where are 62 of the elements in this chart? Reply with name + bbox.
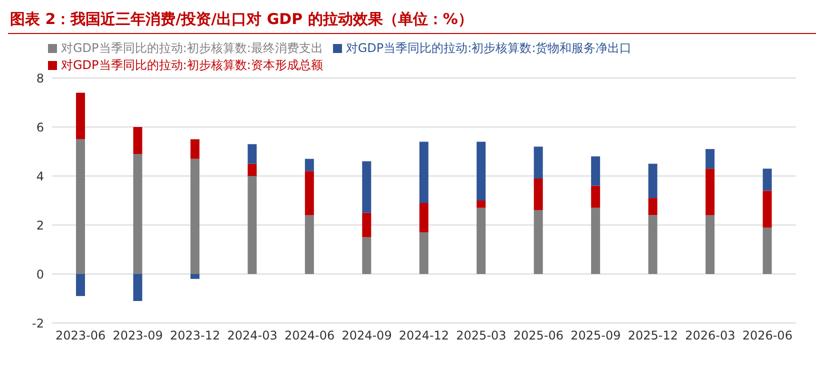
x-tick-label: 2023-06 xyxy=(56,328,106,343)
bar xyxy=(476,208,486,274)
bar xyxy=(133,274,142,301)
bar xyxy=(762,227,772,274)
x-tick-label: 2024-12 xyxy=(398,328,450,343)
bar xyxy=(476,142,486,200)
y-tick-label: 6 xyxy=(36,120,44,134)
bar xyxy=(476,200,486,208)
bar xyxy=(190,139,200,159)
bar xyxy=(248,164,257,176)
legend-label: 对GDP当季同比的拉动:初步核算数:资本形成总额 xyxy=(61,58,323,72)
bar xyxy=(591,208,600,274)
x-tick-label: 2025-06 xyxy=(513,328,564,343)
bar xyxy=(706,168,715,216)
x-tick-label: 2025-09 xyxy=(570,328,621,343)
bar xyxy=(534,210,543,274)
y-tick-label: 0 xyxy=(36,267,44,282)
bar xyxy=(648,198,658,216)
bar xyxy=(190,274,200,279)
bar xyxy=(706,215,715,274)
x-tick-label: 2023-09 xyxy=(112,328,163,343)
x-tick-label: 2023-12 xyxy=(170,328,220,343)
bar xyxy=(648,215,658,274)
x-tick-label: 2026-06 xyxy=(742,328,792,343)
y-tick-label: 8 xyxy=(36,71,44,86)
bar xyxy=(591,186,600,208)
x-tick-label: 2024-06 xyxy=(284,328,335,343)
bar xyxy=(248,176,257,274)
bar xyxy=(76,92,85,140)
bar xyxy=(362,237,372,274)
x-tick-label: 2024-09 xyxy=(342,328,392,343)
y-tick-label: 2 xyxy=(36,218,44,232)
bar xyxy=(648,164,658,198)
bar xyxy=(762,168,772,191)
bar xyxy=(304,158,314,172)
bar xyxy=(362,212,372,238)
bar xyxy=(362,161,372,213)
bar xyxy=(591,156,600,186)
bar xyxy=(76,139,85,274)
bar xyxy=(706,149,715,169)
x-tick-label: 2024-03 xyxy=(227,328,278,343)
y-tick-label: -2 xyxy=(32,316,44,330)
x-tick-label: 2025-03 xyxy=(456,328,506,343)
x-tick-label: 2026-03 xyxy=(685,328,736,343)
bar xyxy=(762,190,772,228)
bar xyxy=(419,232,428,274)
bar xyxy=(304,171,314,216)
x-tick-label: 2025-12 xyxy=(628,328,678,343)
legend-label: 对GDP当季同比的拉动:初步核算数:货物和服务净出口 xyxy=(346,41,632,55)
bar xyxy=(419,142,428,203)
bar xyxy=(190,158,200,274)
bar xyxy=(534,146,543,178)
chart-title: 图表 2：我国近三年消费/投资/出口对 GDP 的拉动效果（单位：%） xyxy=(8,8,816,34)
legend-label: 对GDP当季同比的拉动:初步核算数:最终消费支出 xyxy=(61,41,323,55)
bar xyxy=(133,154,142,274)
bar xyxy=(419,202,428,232)
bar xyxy=(133,127,142,154)
bar xyxy=(534,178,543,210)
bar xyxy=(76,274,85,296)
y-tick-label: 4 xyxy=(36,169,44,184)
bar xyxy=(304,215,314,274)
bar xyxy=(248,144,257,164)
